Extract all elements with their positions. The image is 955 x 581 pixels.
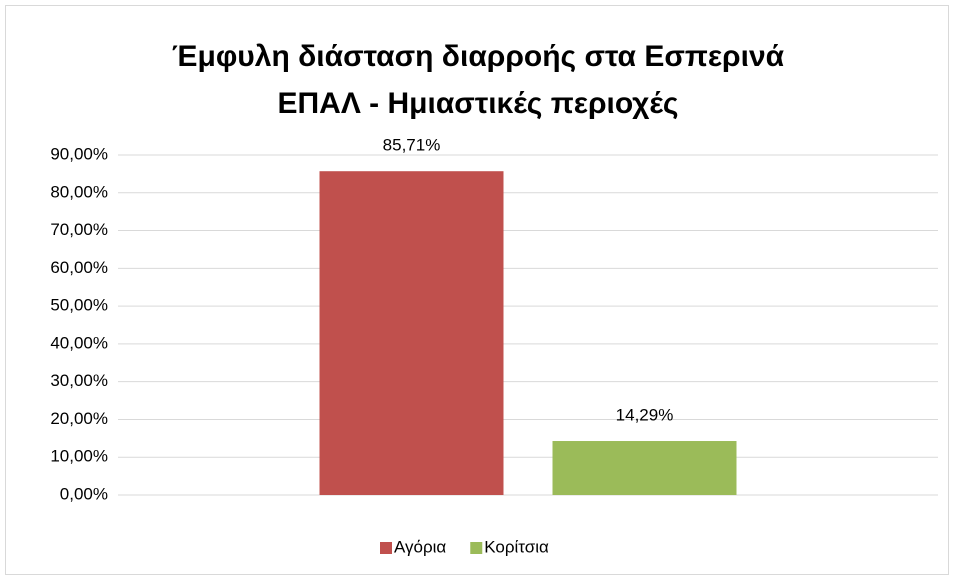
legend-swatch [470, 542, 483, 554]
data-label: 14,29% [616, 405, 674, 424]
legend-label: Κορίτσια [484, 537, 549, 556]
chart-title: Έμφυλη διάσταση διαρροής στα Εσπερινά [172, 40, 785, 73]
y-tick-label: 50,00% [50, 296, 108, 315]
y-tick-label: 70,00% [50, 220, 108, 239]
y-tick-label: 80,00% [50, 182, 108, 201]
y-tick-label: 0,00% [60, 484, 108, 503]
bar [319, 171, 504, 495]
y-tick-label: 30,00% [50, 371, 108, 390]
y-tick-label: 90,00% [50, 144, 108, 163]
y-tick-label: 20,00% [50, 409, 108, 428]
legend-swatch [380, 542, 392, 554]
y-tick-label: 10,00% [50, 447, 108, 466]
chart-title: ΕΠΑΛ - Ημιαστικές περιοχές [277, 87, 678, 120]
bar [552, 441, 737, 495]
legend-label: Αγόρια [394, 537, 446, 556]
y-tick-label: 60,00% [50, 258, 108, 277]
y-tick-label: 40,00% [50, 333, 108, 352]
data-label: 85,71% [383, 136, 441, 155]
